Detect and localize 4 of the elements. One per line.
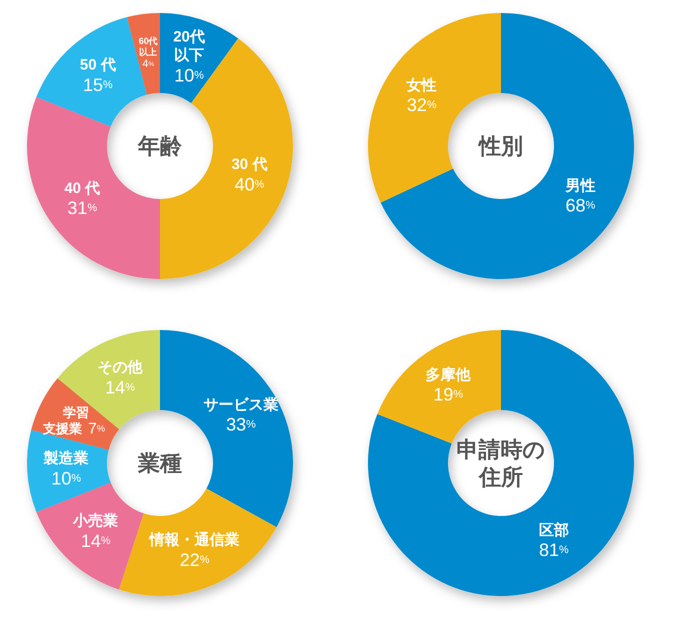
text: 年齢 — [137, 134, 183, 158]
text: 性別 — [477, 134, 523, 158]
text: 業種 — [137, 450, 182, 476]
text: 申請時の住所 — [456, 436, 546, 490]
